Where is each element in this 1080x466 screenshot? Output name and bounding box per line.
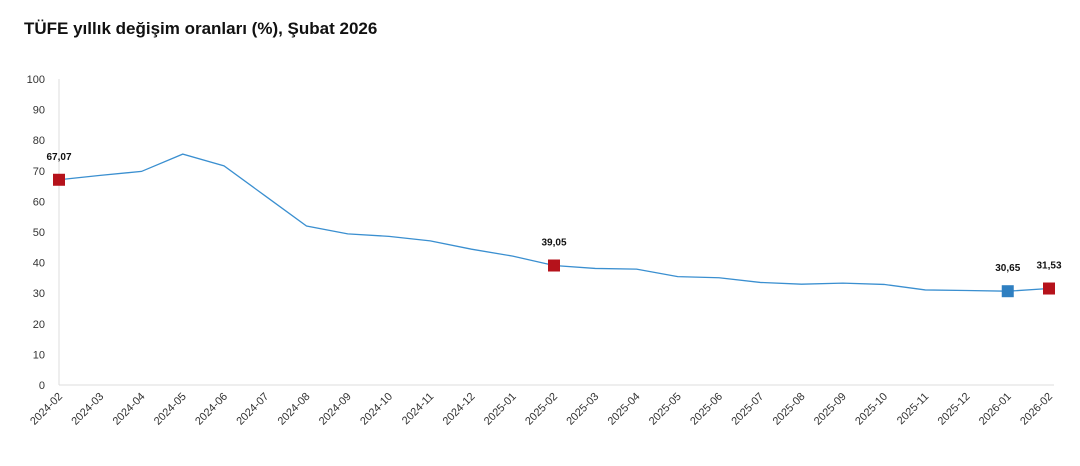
data-point: [140, 169, 144, 173]
x-tick-label: 2024-04: [111, 391, 148, 428]
y-tick-label: 20: [33, 319, 45, 331]
data-point: [98, 173, 102, 177]
x-tick-label: 2025-11: [895, 391, 931, 427]
data-point: [882, 282, 886, 286]
x-tick-label: 2026-02: [1018, 391, 1055, 428]
data-label: 30,65: [995, 263, 1020, 274]
data-point: [263, 194, 267, 198]
data-point: [346, 232, 350, 236]
x-tick-label: 2024-07: [234, 391, 271, 428]
data-point: [717, 276, 721, 280]
x-tick-label: 2024-10: [358, 391, 395, 428]
x-tick-label: 2025-05: [647, 391, 684, 428]
x-tick-label: 2025-06: [688, 391, 725, 428]
x-tick-label: 2024-06: [193, 391, 230, 428]
highlight-marker: [1043, 282, 1055, 295]
x-tick-label: 2024-12: [441, 391, 478, 428]
data-point: [181, 152, 185, 156]
x-tick-label: 2025-02: [523, 391, 560, 428]
x-tick-label: 2024-02: [28, 391, 65, 428]
data-point: [841, 281, 845, 285]
x-tick-label: 2025-10: [853, 391, 890, 428]
x-tick-label: 2024-03: [69, 391, 106, 428]
x-tick-label: 2025-09: [812, 391, 849, 428]
data-label: 31,53: [1036, 261, 1061, 272]
data-point: [428, 239, 432, 243]
data-point: [593, 266, 597, 270]
data-label: 67,07: [46, 152, 71, 163]
data-point: [635, 267, 639, 271]
data-point: [758, 280, 762, 284]
data-label: 39,05: [541, 238, 566, 249]
highlight-marker: [53, 173, 65, 186]
x-tick-label: 2024-11: [400, 391, 436, 427]
x-tick-label: 2025-03: [564, 391, 601, 428]
y-tick-label: 0: [39, 380, 45, 392]
x-tick-label: 2024-09: [317, 391, 354, 428]
x-tick-label: 2025-08: [771, 391, 808, 428]
highlight-marker: [1001, 285, 1014, 298]
data-point: [676, 275, 680, 279]
y-tick-label: 80: [33, 135, 45, 147]
x-tick-label: 2025-04: [606, 391, 643, 428]
x-tick-label: 2024-05: [152, 391, 189, 428]
x-tick-label: 2025-12: [936, 391, 973, 428]
data-point: [387, 234, 391, 238]
y-tick-label: 50: [33, 227, 45, 239]
x-tick-label: 2024-08: [276, 391, 313, 428]
data-point: [800, 282, 804, 286]
y-tick-label: 90: [33, 105, 45, 117]
y-tick-label: 30: [33, 288, 45, 300]
data-point: [222, 164, 226, 168]
data-point: [470, 247, 474, 251]
data-point: [923, 288, 927, 292]
x-tick-label: 2025-01: [482, 391, 519, 428]
highlight-marker: [548, 259, 560, 272]
y-tick-label: 60: [33, 196, 45, 208]
y-tick-label: 40: [33, 258, 45, 270]
y-tick-label: 10: [33, 349, 45, 361]
x-tick-label: 2025-07: [729, 391, 766, 428]
data-point: [511, 254, 515, 258]
data-point: [305, 224, 309, 228]
y-tick-label: 70: [33, 166, 45, 178]
chart-title: TÜFE yıllık değişim oranları (%), Şubat …: [24, 19, 378, 38]
y-tick-label: 100: [27, 74, 45, 86]
data-point: [965, 288, 969, 292]
x-tick-label: 2026-01: [977, 391, 1014, 428]
